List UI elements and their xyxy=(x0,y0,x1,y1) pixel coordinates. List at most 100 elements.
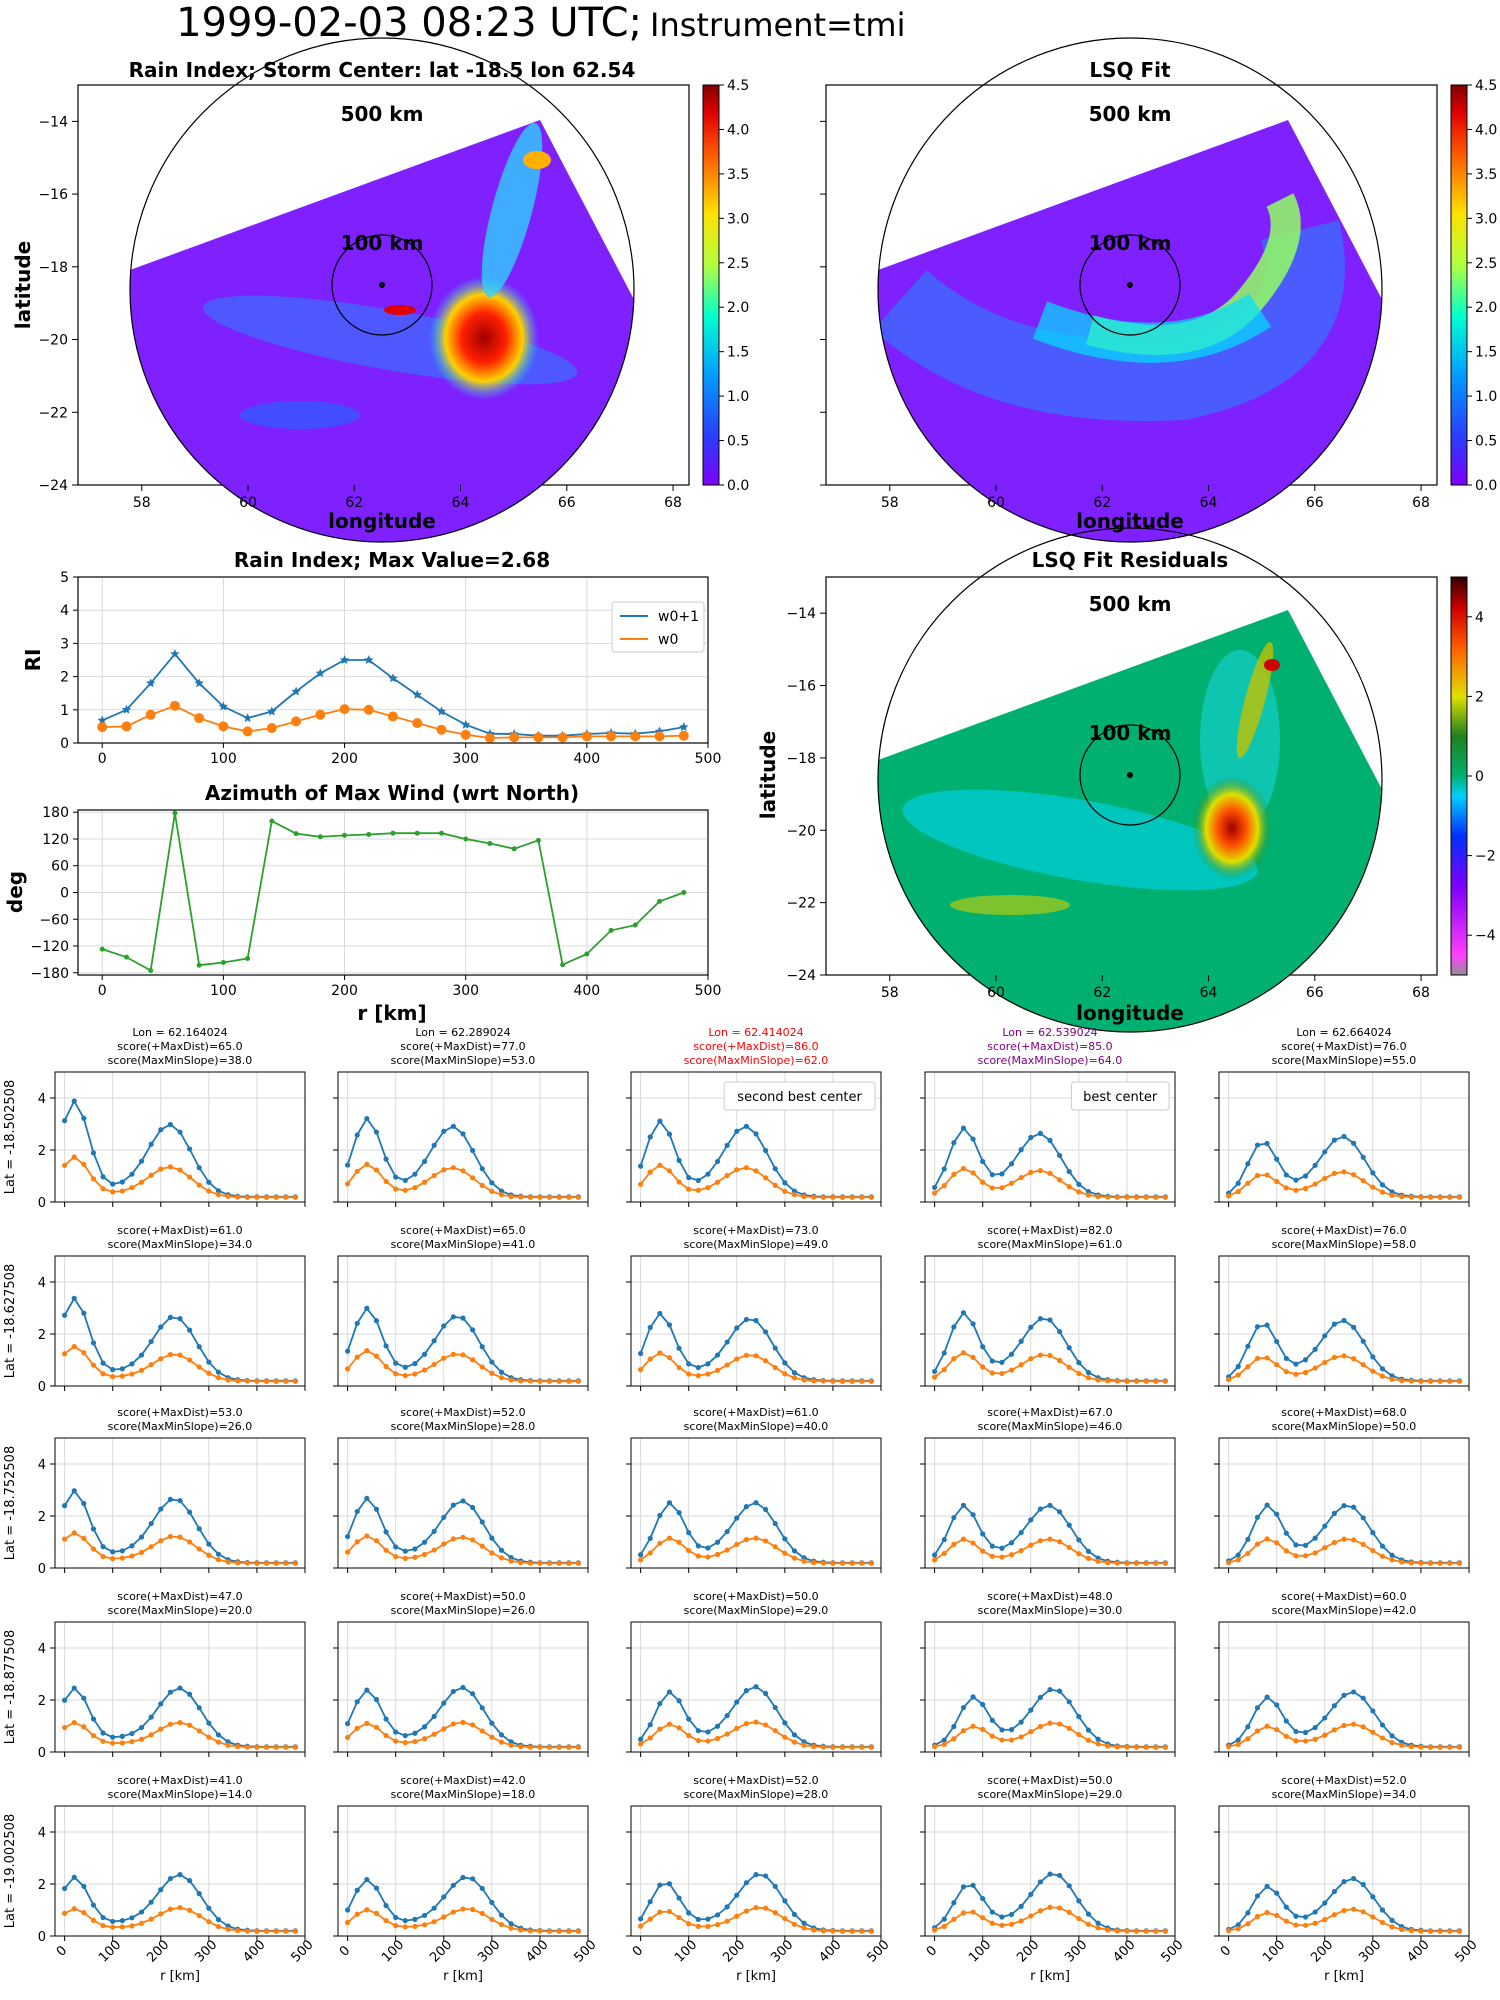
candidate-series-w0-point xyxy=(1331,1912,1337,1918)
candidate-series-w0p1-point xyxy=(345,1533,351,1540)
colorbar-tick-label: 4.5 xyxy=(1475,78,1497,94)
candidate-series-w0-point xyxy=(1264,1536,1270,1542)
candidate-series-w0p1-point xyxy=(373,1506,380,1512)
candidate-series-w0-point xyxy=(508,1377,514,1383)
candidate-series-w0-point xyxy=(177,1352,183,1358)
candidate-series-w0p1-point xyxy=(686,1910,692,1916)
candidate-series-w0p1-point xyxy=(177,1129,183,1135)
candidate-series-w0p1-point xyxy=(1245,1161,1251,1167)
candidate-series-w0-point xyxy=(412,1739,418,1745)
candidate-series-w0-point xyxy=(1264,1172,1270,1178)
candidate-series-w0-point xyxy=(859,1194,865,1200)
candidate-series-w0-point xyxy=(1133,1928,1140,1934)
candidate-series-w0-point xyxy=(187,1722,193,1728)
candidate-series-w0p1-point xyxy=(932,1552,938,1558)
candidate-series-w0p1-point xyxy=(1057,1329,1063,1335)
candidate-series-w0p1-point xyxy=(714,1912,721,1918)
candidate-series-w0-point xyxy=(830,1560,836,1566)
candidate-series-w0-point xyxy=(1028,1356,1034,1362)
candidate-series-w0-point xyxy=(527,1560,533,1566)
candidate-score-maxdist: score(+MaxDist)=60.0 xyxy=(1281,1590,1406,1603)
candidate-series-w0p1-point xyxy=(421,1158,428,1165)
candidate-series-w0p1-point xyxy=(657,1701,663,1707)
az-series-point xyxy=(487,840,493,846)
candidate-series-w0 xyxy=(934,1906,1166,1933)
candidate-series-w0-point xyxy=(1076,1551,1082,1557)
candidate-series-w0-point xyxy=(1085,1737,1092,1743)
candidate-series-w0-point xyxy=(830,1744,836,1750)
candidate-series-w0-point xyxy=(518,1743,524,1750)
az-series xyxy=(101,812,685,972)
candidate-series-w0p1-point xyxy=(1274,1511,1280,1517)
candidate-panel: score(+MaxDist)=61.0score(MaxMinSlope)=4… xyxy=(626,1406,882,1573)
candidate-series-w0p1-point xyxy=(763,1506,769,1513)
y-tick-label: 60 xyxy=(51,859,69,875)
candidate-series-w0-point xyxy=(1283,1733,1289,1739)
candidate-series-w0p1-point xyxy=(1047,1687,1053,1693)
candidate-series-w0-point xyxy=(345,1549,351,1555)
candidate-series-w0p1-point xyxy=(989,1543,995,1549)
candidate-series-w0p1-point xyxy=(724,1904,730,1910)
candidate-series-w0-point xyxy=(839,1378,846,1384)
panel-frame xyxy=(54,1805,306,1937)
candidate-series-w0-point xyxy=(1254,1728,1261,1734)
candidate-series-w0p1-point xyxy=(1235,1922,1241,1928)
candidate-series-w0-point xyxy=(1379,1189,1386,1195)
candidate-series-w0-point xyxy=(441,1541,447,1547)
lsq-fit-residuals: LSQ Fit Residuals 500 km 100 km longitud… xyxy=(756,527,1496,1033)
candidate-series-w0-point xyxy=(1133,1194,1140,1200)
candidate-series-w0-point xyxy=(1066,1184,1072,1190)
candidate-series-w0-point xyxy=(393,1371,399,1377)
candidate-series-w0p1-point xyxy=(1302,1173,1309,1179)
candidate-series-w0-point xyxy=(932,1927,938,1933)
y-tick-label: 180 xyxy=(42,805,69,821)
x-tick-label: 62 xyxy=(1093,495,1111,511)
candidate-series-w0-point xyxy=(1274,1912,1280,1919)
x-tick-label: 200 xyxy=(720,1937,748,1965)
candidate-series-w0p1-point xyxy=(167,1689,173,1695)
candidate-series-w0p1-point xyxy=(373,1885,380,1891)
candidate-series-w0p1-point xyxy=(1370,1354,1376,1360)
y-tick-label: 4 xyxy=(38,1642,46,1657)
candidate-score-maxminslope: score(MaxMinSlope)=41.0 xyxy=(391,1238,536,1251)
candidate-series-w0p1-point xyxy=(999,1914,1005,1920)
candidate-series-w0-point xyxy=(1018,1547,1024,1554)
candidate-series-w0p1-point xyxy=(1351,1504,1357,1510)
x-tick-label: 62 xyxy=(345,495,363,511)
candidate-series-w0-point xyxy=(1302,1738,1309,1744)
y-tick-label: 4 xyxy=(38,1276,46,1291)
candidate-panel: score(+MaxDist)=61.0score(MaxMinSlope)=3… xyxy=(3,1224,306,1395)
colorbar-tick-label: 2.5 xyxy=(1475,256,1497,272)
candidate-series-w0p1-point xyxy=(743,1123,749,1129)
candidate-series-w0-point xyxy=(206,1188,212,1194)
candidate-series-w0-point xyxy=(1085,1921,1092,1927)
candidate-series-w0-point xyxy=(1312,1920,1318,1926)
candidate-series-w0p1-point xyxy=(71,1685,77,1691)
candidate-series-w0p1-point xyxy=(148,1141,154,1147)
candidate-series-w0p1-point xyxy=(1360,1515,1366,1521)
candidate-series-w0-point xyxy=(393,1186,399,1192)
candidate-series-w0-point xyxy=(772,1728,778,1734)
candidate-series-w0-point xyxy=(90,1917,97,1923)
candidate-series-w0p1-point xyxy=(960,1310,967,1316)
candidate-series-w0-point xyxy=(1133,1378,1140,1384)
candidate-series-w0-point xyxy=(364,1348,370,1354)
ri-series-w0-point xyxy=(315,709,326,720)
candidate-series-w0-point xyxy=(1293,1922,1299,1928)
candidate-series-w0-point xyxy=(989,1553,995,1559)
candidate-series-w0p1-point xyxy=(498,1369,505,1375)
candidate-series-w0-point xyxy=(1047,1536,1053,1542)
candidate-series-w0p1-point xyxy=(743,1688,749,1694)
candidate-series-w0-point xyxy=(167,1533,173,1540)
candidate-score-maxdist: score(+MaxDist)=52.0 xyxy=(400,1406,525,1419)
candidate-series-w0-point xyxy=(1008,1180,1015,1186)
center-candidate-grid: Lon = 62.164024score(+MaxDist)=65.0score… xyxy=(3,1026,1481,1984)
candidate-series-w0-point xyxy=(705,1738,711,1744)
candidate-series-w0p1-point xyxy=(215,1917,222,1923)
candidate-series-w0-point xyxy=(1153,1378,1159,1384)
candidate-series-w0-point xyxy=(772,1910,778,1916)
res-ticks: 58 60 62 64 66 68 −24 −22 −20 −18 −16 −14 xyxy=(786,606,1430,1001)
candidate-series-w0-point xyxy=(1095,1925,1101,1931)
candidate-series-w0p1-point xyxy=(393,1174,399,1180)
candidate-series-w0-point xyxy=(820,1560,826,1566)
